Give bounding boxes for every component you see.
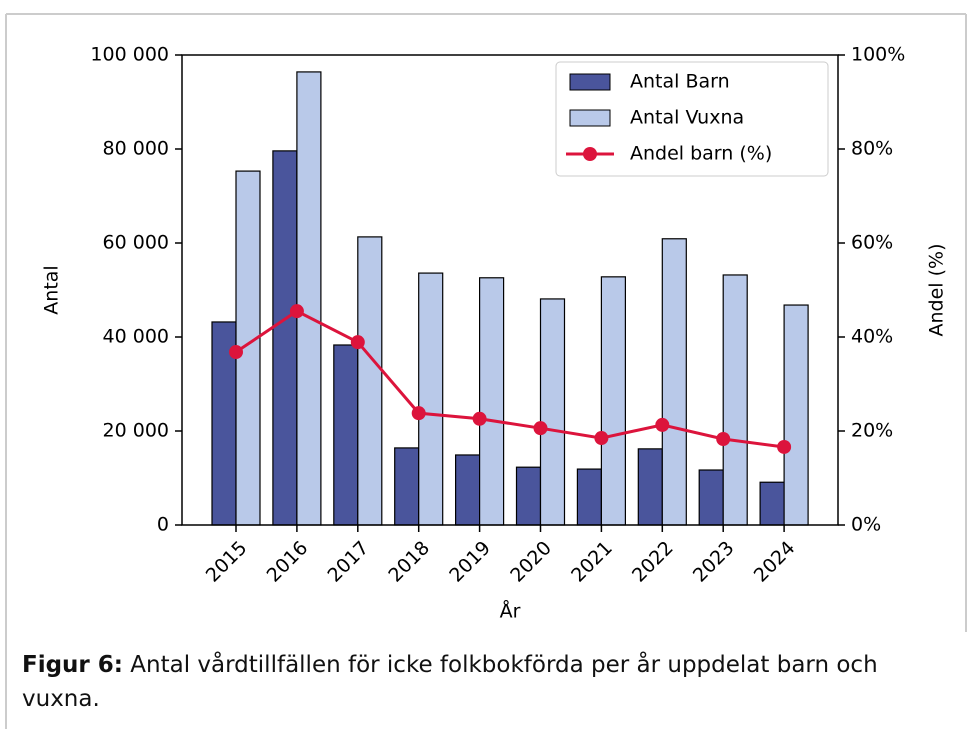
point [655,417,670,432]
legend-swatch [583,147,597,161]
bar [333,344,359,526]
bar [479,277,505,526]
x-tick-label: 2015 [202,537,252,587]
line [235,309,785,449]
x-tick-label: 2024 [750,537,800,587]
x-tick-label: 2017 [323,537,373,587]
bar [296,71,322,526]
legend-label: Antal Barn [630,71,730,93]
x-tick-label: 2023 [689,537,739,587]
legend-label: Andel barn (%) [630,143,772,165]
x-axis-label: År [500,600,521,623]
y-tick-label: 100 000 [90,44,169,66]
bar [418,272,444,526]
y-tick-label: 0 [157,514,169,536]
point [777,439,792,454]
legend-label: Antal Vuxna [630,107,744,129]
y-tick-label: 80 000 [103,138,169,160]
bar [759,481,785,526]
y2-tick-label: 0% [851,514,881,536]
bar [637,448,663,526]
bar [539,298,566,526]
bar [455,454,481,526]
legend-swatch [569,73,611,91]
y-tick-label: 20 000 [103,420,169,442]
x-tick-label: 2020 [506,537,556,587]
legend-swatch [569,109,611,127]
y2-tick-label: 20% [851,420,893,442]
x-tick-label: 2019 [445,537,495,587]
x-tick-label: 2016 [263,537,313,587]
caption-text: Antal vårdtillfällen för icke folkbokför… [22,652,878,712]
point [350,335,365,350]
bar [661,238,687,526]
caption: Figur 6: Antal vårdtillfällen för icke f… [22,648,922,716]
point [716,431,731,446]
bar [357,236,383,526]
x-tick-label: 2022 [628,537,678,587]
point [229,345,243,360]
x-tick-label: 2021 [567,537,617,587]
bar [394,447,420,526]
bar [600,276,627,526]
point [411,406,426,421]
y2-tick-label: 80% [851,138,893,160]
y2-tick-label: 60% [851,232,893,254]
bar [576,468,603,526]
point [289,304,304,319]
bar [272,150,298,526]
y-tick-label: 40 000 [103,326,169,348]
plot-frame [181,54,839,526]
y-axis-label: Antal [41,265,63,314]
point [472,411,487,426]
y2-axis-label: Andel (%) [926,244,948,337]
y2-tick-label: 100% [851,44,905,66]
bar [698,469,724,526]
bar [722,274,748,526]
bar [783,304,809,526]
x-tick-label: 2018 [384,537,434,587]
legend-frame [555,61,829,177]
caption-label: Figur 6: [22,652,123,678]
point [533,421,548,436]
point [594,431,609,446]
y-tick-label: 60 000 [103,232,169,254]
bar [515,466,542,526]
y2-tick-label: 40% [851,326,893,348]
